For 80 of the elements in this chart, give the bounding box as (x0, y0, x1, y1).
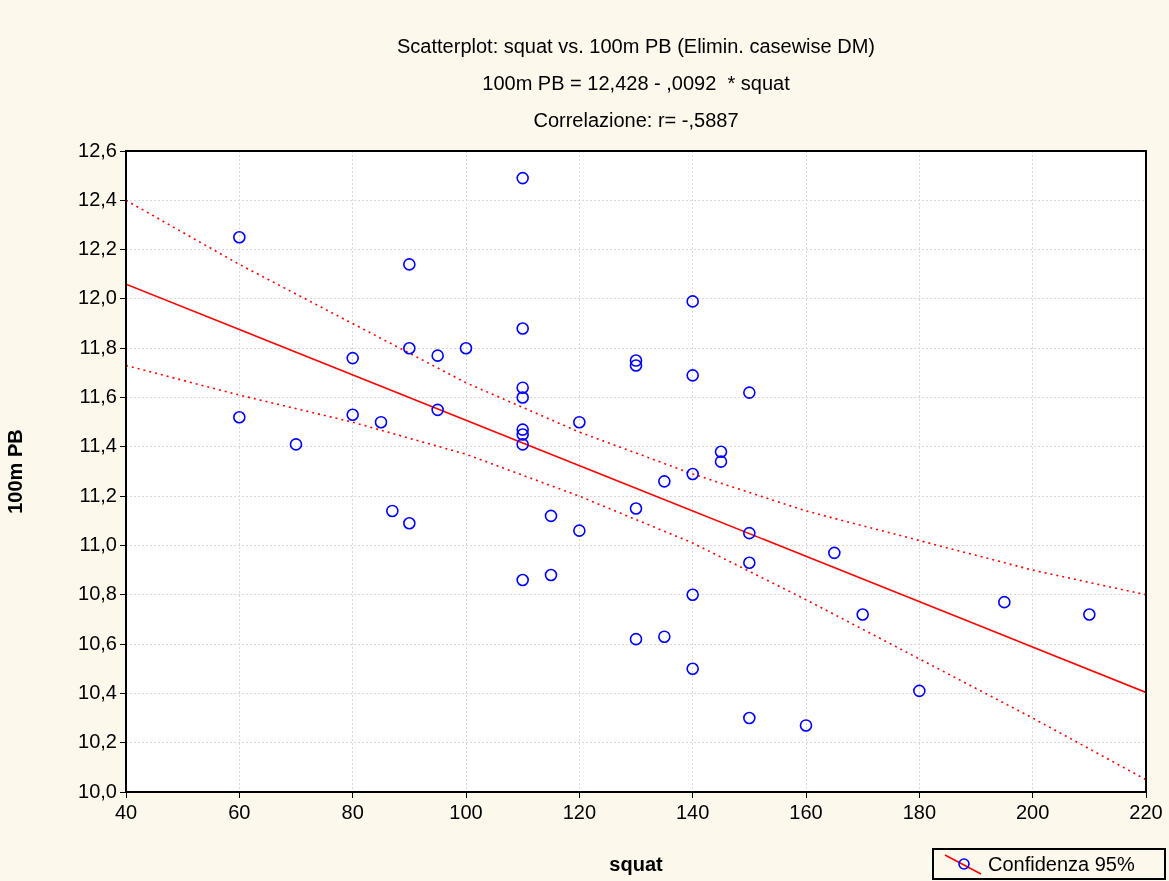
chart-subtitle: 100m PB = 12,428 - ,0092 * squat (482, 71, 791, 94)
point (743, 556, 756, 570)
y-tick-label: 10,0 (78, 779, 117, 802)
legend-label: Confidenza 95% (988, 852, 1135, 875)
y-axis-title: 100m PB (3, 429, 26, 514)
point (386, 504, 399, 518)
point (714, 445, 728, 459)
point (403, 341, 416, 355)
point (289, 438, 303, 451)
x-tick-label: 140 (675, 800, 710, 823)
point (856, 608, 869, 621)
y-tick-label: 12,6 (78, 138, 117, 161)
point (516, 423, 529, 436)
point (544, 509, 558, 523)
x-tick-label: 180 (902, 800, 937, 823)
point (431, 349, 444, 362)
point (544, 568, 558, 582)
chart-title: Scatterplot: squat vs. 100m PB (Elimin. casewise DM) (397, 34, 875, 57)
point (233, 230, 246, 244)
point (516, 428, 529, 441)
point (686, 588, 699, 602)
point (629, 502, 643, 515)
y-tick-label: 10,2 (78, 730, 117, 753)
point (629, 359, 643, 372)
point (573, 524, 586, 537)
point (686, 662, 699, 676)
point (403, 516, 416, 530)
point (913, 684, 926, 698)
y-tick-label: 12,2 (78, 237, 117, 260)
point (743, 386, 756, 399)
point (346, 408, 359, 422)
point (516, 322, 529, 335)
x-tick-label: 160 (789, 800, 823, 823)
point (374, 415, 388, 429)
point (828, 546, 841, 560)
y-tick-label: 12,4 (78, 187, 117, 210)
x-tick-label: 220 (1129, 800, 1163, 823)
text: Correlazione: r= -,5887 (533, 108, 739, 131)
point (516, 171, 529, 185)
x-tick-label: 80 (341, 800, 364, 823)
point (459, 341, 473, 355)
point (686, 369, 699, 382)
point (998, 595, 1011, 609)
line-series (126, 364, 1146, 781)
y-tick-label: 11,0 (79, 532, 117, 555)
point (516, 438, 529, 451)
point (233, 410, 246, 424)
y-tick-label: 10,8 (78, 582, 117, 605)
point (658, 630, 671, 643)
point (629, 632, 643, 646)
point (743, 711, 756, 725)
point (516, 381, 529, 394)
point (658, 475, 671, 488)
x-tick-label: 40 (114, 800, 138, 823)
y-tick-label: 12,0 (78, 286, 117, 309)
point (346, 351, 359, 365)
x-tick-label: 100 (449, 800, 483, 823)
y-tick-label: 11,2 (79, 483, 117, 506)
y-tick-label: 11,4 (79, 434, 117, 457)
point (516, 573, 529, 587)
y-tick-label: 11,8 (79, 335, 117, 358)
point (431, 403, 444, 417)
point (403, 258, 416, 271)
point (799, 719, 813, 732)
point (516, 391, 529, 404)
point (686, 295, 699, 308)
x-tick-label: 60 (228, 800, 251, 823)
y-tick-label: 10,6 (78, 631, 117, 654)
point (573, 415, 586, 429)
point (629, 354, 643, 367)
point (743, 526, 756, 540)
y-tick-label: 11,6 (79, 385, 117, 408)
line-series (126, 199, 1146, 596)
point (1083, 608, 1096, 621)
y-tick-label: 10,4 (78, 680, 117, 703)
x-tick-label: 200 (1015, 800, 1050, 823)
point (686, 467, 699, 481)
x-axis-title: squat (609, 852, 664, 875)
x-tick-label: 120 (562, 800, 597, 823)
point (714, 455, 728, 468)
